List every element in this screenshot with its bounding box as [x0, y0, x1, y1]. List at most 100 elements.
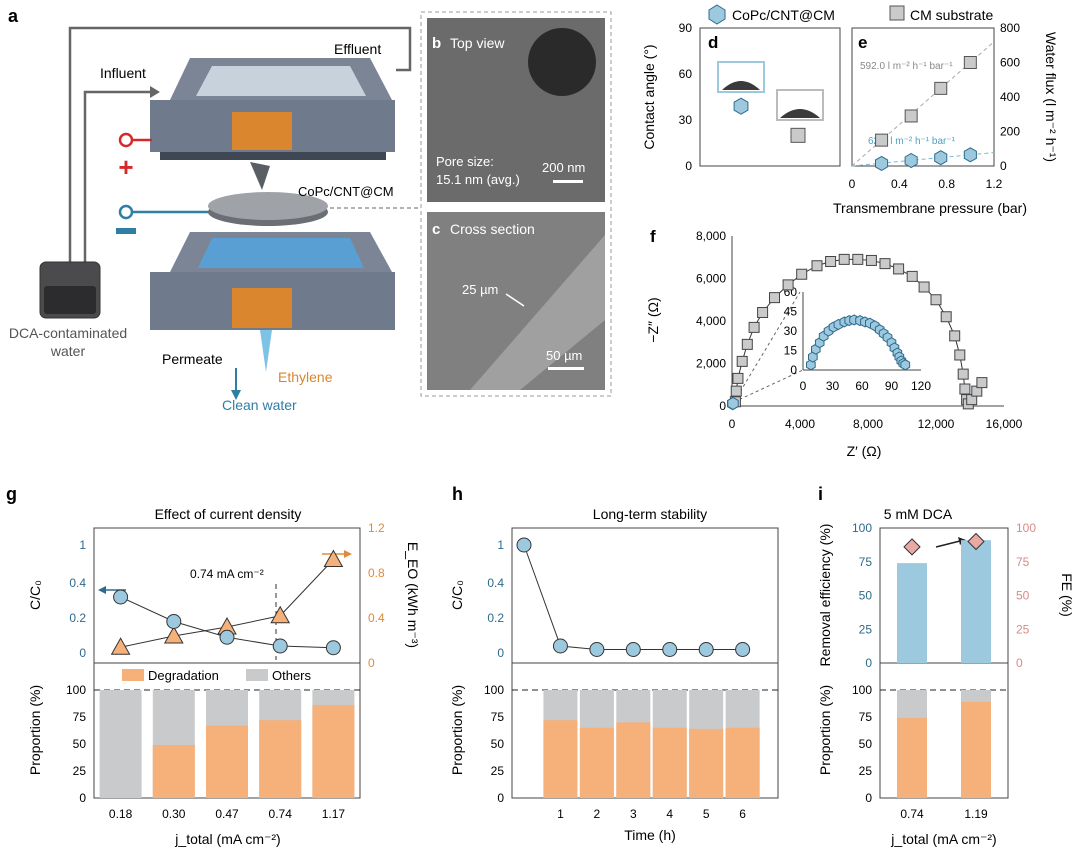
- chart-i-title: 5 mM DCA: [884, 506, 953, 522]
- chart-g-bottom-ytick: 50: [73, 737, 87, 751]
- chart-h-point-conc: [516, 537, 532, 553]
- chart-i-xtick: 0.74: [900, 807, 924, 821]
- chart-g-xtick: 0.47: [215, 807, 239, 821]
- chart-g-point-eeo: [163, 625, 184, 644]
- chart-f-point-cm: [930, 294, 942, 306]
- chart-e-xtick: 0.8: [938, 177, 955, 191]
- chart-i-ylabel-right: FE (%): [1059, 573, 1075, 617]
- chart-g-xlabel: j_total (mA cm⁻²): [174, 831, 280, 847]
- legend-de: CoPc/CNT@CM CM substrate: [708, 4, 993, 25]
- reservoir-label-1: DCA-contaminated: [9, 325, 127, 341]
- chart-f-inset-xtick: 120: [911, 379, 931, 393]
- chart-h-bar-degradation: [725, 727, 760, 798]
- chart-f-ytick: 2,000: [696, 357, 726, 371]
- clean-water-label: Clean water: [222, 397, 297, 413]
- chart-f-point-cm: [954, 349, 966, 361]
- effluent-pipe: [68, 26, 412, 270]
- chart-g-bar-degradation: [152, 745, 195, 798]
- chart-f-point-cm: [736, 355, 748, 367]
- upper-cell-plate: [232, 112, 292, 150]
- cathode-terminal-icon: [118, 204, 134, 220]
- permeate-arrow: [231, 390, 241, 400]
- chart-h-xtick: 5: [703, 807, 710, 821]
- plus-icon: +: [118, 152, 133, 182]
- chart-f-xtick: 12,000: [918, 417, 955, 431]
- chart-f-point-cm: [741, 338, 753, 350]
- chart-h-bottom-ytick: 75: [491, 710, 505, 724]
- chart-f-point-cm: [865, 254, 877, 266]
- chart-e-ytick: 400: [1000, 90, 1020, 104]
- chart-g-ytick-right: 0.4: [368, 611, 385, 625]
- chart-f-inset-ytick: 45: [784, 305, 798, 319]
- chart-e-xlabel: Transmembrane pressure (bar): [833, 200, 1027, 216]
- chart-f-inset-ytick: 15: [784, 344, 798, 358]
- chart-h-bottom-ytick: 0: [497, 791, 504, 805]
- anode-terminal-icon: [118, 132, 134, 148]
- chart-f-point-cm: [852, 253, 864, 265]
- thickness-label: 25 µm: [462, 282, 498, 297]
- chart-f-point-cm: [906, 270, 918, 282]
- chart-f-inset-ytick: 0: [790, 363, 797, 377]
- chart-d-ylabel: Contact angle (°): [641, 44, 657, 149]
- chart-i-bar-degradation: [897, 718, 927, 798]
- chart-e-frame: [851, 27, 995, 167]
- chart-g: g Effect of current density C/C₀ E_EO (k…: [6, 484, 421, 847]
- chart-h-xtick: 1: [557, 807, 564, 821]
- chart-g-ytick-right: 0.8: [368, 566, 385, 580]
- contact-angle-image-1: [717, 61, 765, 93]
- chart-f-point-cm: [811, 260, 823, 272]
- chart-e-xtick: 1.2: [986, 177, 1003, 191]
- chart-g-bar-others: [99, 690, 142, 798]
- chart-i-ytick-right: 50: [1016, 589, 1030, 603]
- chart-g-point-conc: [219, 629, 235, 645]
- chart-g-ylabel-top: C/C₀: [27, 580, 43, 610]
- chart-h-bar-degradation: [652, 727, 687, 798]
- lower-cell-water: [198, 238, 364, 268]
- chart-h-bar-degradation: [543, 720, 578, 798]
- chart-f-xtick: 16,000: [986, 417, 1023, 431]
- pore-size-label-2: 15.1 nm (avg.): [436, 172, 520, 187]
- chart-i-bottom-ytick: 0: [865, 791, 872, 805]
- chart-h-point-conc: [589, 642, 605, 657]
- chart-e-annotation-1: 592.0 l m⁻² h⁻¹ bar⁻¹: [860, 61, 953, 72]
- chart-g-xtick: 0.74: [269, 807, 293, 821]
- permeate-label: Permeate: [162, 351, 223, 367]
- svg-text:f: f: [650, 227, 656, 246]
- svg-text:h: h: [452, 484, 463, 504]
- chart-f-ytick: 4,000: [696, 314, 726, 328]
- chart-h-xtick: 3: [630, 807, 637, 821]
- chart-e-point-copc: [904, 152, 918, 169]
- chart-f-inset-point: [808, 351, 818, 363]
- chart-f-xlabel: Z′ (Ω): [847, 443, 882, 459]
- chart-e-ylabel: Water flux (l m⁻² h⁻¹): [1043, 32, 1059, 162]
- top-view-title: Top view: [450, 35, 505, 51]
- scale-label-c: 50 µm: [546, 348, 582, 363]
- legend-degradation: Degradation: [148, 668, 219, 683]
- chart-g-bottom-ytick: 0: [79, 791, 86, 805]
- upper-cell-mesh: [160, 152, 386, 160]
- chart-i-xlabel: j_total (mA cm⁻²): [890, 831, 996, 847]
- legend-others: Others: [272, 668, 312, 683]
- chart-g-point-conc: [113, 589, 129, 605]
- chart-g-point-conc: [325, 640, 341, 656]
- chart-h-ytick: 0: [497, 646, 504, 660]
- chart-h-xtick: 6: [739, 807, 746, 821]
- chart-h-title: Long-term stability: [593, 506, 707, 522]
- chart-d-ytick: 60: [679, 67, 693, 81]
- chart-h-ytick: 1: [497, 538, 504, 552]
- panel-a: a Influent Effluent DCA-contaminated wat…: [8, 6, 420, 413]
- chart-e-ytick: 0: [1000, 159, 1007, 173]
- chart-f-inset-xtick: 60: [855, 379, 869, 393]
- chart-e-point-copc: [963, 147, 977, 163]
- influent-label: Influent: [100, 65, 146, 81]
- chart-f-inset-xtick: 0: [800, 379, 807, 393]
- chart-g-bottom-ytick: 75: [73, 710, 87, 724]
- scale-bar-b: [553, 180, 583, 183]
- chart-e-ytick: 600: [1000, 56, 1020, 70]
- chart-f-point-cm: [730, 385, 742, 397]
- chart-h-xtick: 4: [666, 807, 673, 821]
- pore-size-label-1: Pore size:: [436, 154, 494, 169]
- chart-g-ytick-left: 0.4: [69, 576, 86, 590]
- reservoir-label-2: water: [50, 343, 86, 359]
